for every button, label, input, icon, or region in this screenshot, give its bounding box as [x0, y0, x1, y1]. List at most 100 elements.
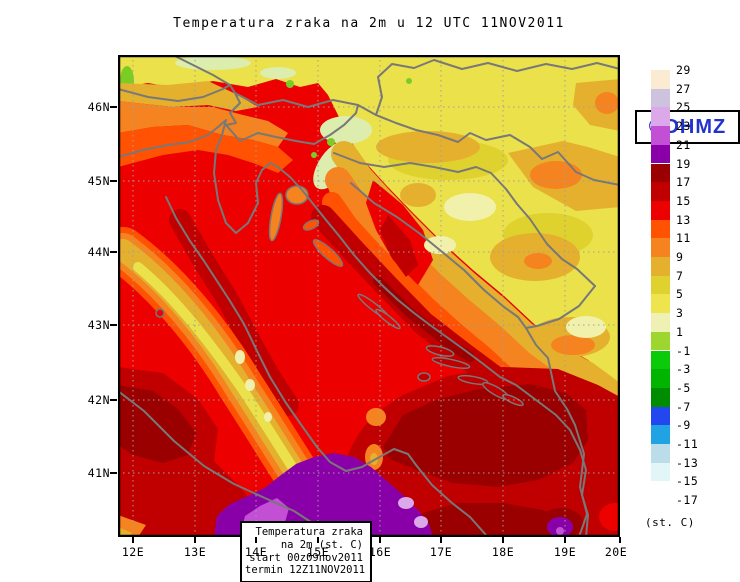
fill-apennine-paleyellow	[235, 350, 245, 364]
fill-apennine-paleyellow	[264, 412, 272, 422]
island	[155, 308, 165, 318]
info-box-line: Temperatura zraka	[255, 526, 363, 538]
fill-apennine-lightorchid	[398, 497, 414, 509]
colorbar-swatch	[651, 219, 670, 239]
y-axis-label: 45N	[87, 174, 110, 188]
colorbar-tick-label: 19	[676, 156, 691, 171]
colorbar-tick-label: -1	[676, 343, 691, 358]
coastline-italy-adriatic	[165, 196, 487, 536]
border-alps	[118, 84, 231, 102]
x-axis-tick	[502, 537, 504, 543]
fill-green-spot	[286, 80, 294, 88]
colorbar-tick-label: 1	[676, 324, 684, 339]
fill-se-orchid-dot	[556, 527, 564, 535]
colorbar-tick-label: 17	[676, 175, 691, 190]
colorbar-tick-label: -11	[676, 437, 699, 451]
fill-orange-core	[595, 92, 619, 114]
fill-palegreen-patch	[175, 56, 251, 70]
x-axis-tick	[619, 537, 621, 543]
colorbar-swatch	[651, 350, 670, 370]
fill-sw-gold-corner	[118, 527, 132, 537]
island	[268, 192, 284, 242]
fill-apennine-paleyellow	[245, 379, 255, 391]
coastline-adriatic-east	[118, 119, 589, 537]
islands-group	[155, 185, 524, 407]
page-title: Temperatura zraka na 2m u 12 UTC 11NOV20…	[173, 16, 565, 31]
x-axis-tick	[440, 537, 442, 543]
country-borders	[118, 55, 620, 537]
x-axis-tick	[379, 537, 381, 543]
colorbar-swatch	[651, 182, 670, 201]
colorbar-swatch	[651, 126, 670, 145]
x-axis-tick	[564, 537, 566, 543]
info-box-line: na 2m (st. C)	[280, 538, 363, 551]
colorbar-unit-label: (st. C)	[645, 516, 695, 529]
island	[425, 345, 455, 357]
fill-gargano-orange	[366, 408, 386, 426]
info-box-line: termin 12Z11NOV2011	[245, 564, 366, 577]
colorbar-tick-label: -7	[676, 399, 691, 414]
y-axis-tick	[110, 324, 117, 326]
fill-south-maroon	[383, 384, 588, 487]
colorbar-tick-label: 21	[676, 137, 691, 152]
colorbar-swatch	[651, 163, 670, 183]
colorbar-swatch	[651, 369, 670, 388]
x-axis-label: 12E	[121, 545, 145, 559]
colorbar-swatch	[651, 331, 670, 351]
colorbar-swatch	[651, 481, 670, 501]
colorbar-swatch	[651, 294, 670, 314]
x-axis-tick	[255, 537, 257, 543]
fill-green-spot	[327, 138, 335, 146]
fill-palegreen-patch	[320, 116, 372, 144]
colorbar-swatch	[651, 313, 670, 332]
border-slovenia-north	[234, 92, 620, 186]
x-axis-tick	[194, 537, 196, 543]
graticule	[118, 55, 620, 537]
y-axis-tick	[110, 180, 117, 182]
island	[302, 219, 320, 231]
y-axis-tick	[110, 251, 117, 253]
temperature-map	[118, 55, 620, 537]
colorbar-tick-label: 13	[676, 212, 691, 227]
fill-gold-blob	[400, 183, 436, 207]
fill-palegreen-patch	[260, 67, 296, 79]
colorbar-swatch	[651, 200, 670, 220]
colorbar-swatch	[651, 387, 670, 407]
colorbar-tick-label: 29	[676, 63, 691, 77]
colorbar-swatch	[651, 70, 670, 89]
colorbar-swatch	[651, 444, 670, 463]
colorbar-tick-label: -15	[676, 474, 699, 489]
x-axis-label: 13E	[183, 545, 207, 559]
colorbar-swatch	[651, 88, 670, 108]
fill-green-spot	[311, 152, 317, 158]
colorbar-swatch	[651, 107, 670, 127]
fill-orange-core	[524, 253, 552, 269]
colorbar-tick-label: -17	[676, 493, 699, 508]
border-bosnia-east	[525, 285, 596, 537]
x-axis-label: 16E	[368, 545, 392, 559]
info-box: Temperatura zraka na 2m (st. C) start 00z0…	[240, 521, 372, 582]
x-axis-tick	[317, 537, 319, 543]
colorbar-tick-label: 9	[676, 250, 684, 264]
colorbar-tick-label: 7	[676, 268, 684, 283]
colorbar-swatch	[651, 462, 670, 482]
colorbar-tick-label: 3	[676, 306, 684, 321]
island	[285, 185, 309, 205]
info-box-line: start 00z09nov2011	[249, 551, 363, 564]
fill-apennine-lightorchid	[414, 516, 428, 528]
y-axis-tick	[110, 106, 117, 108]
y-axis-label: 43N	[87, 318, 110, 332]
island	[375, 308, 401, 330]
colorbar-tick-label: 25	[676, 100, 691, 115]
y-axis-label: 44N	[87, 245, 110, 259]
fill-nw-orange-band	[118, 101, 288, 147]
fill-paleyellow-patch	[424, 236, 456, 254]
fill-bottom-maroon-band	[418, 503, 576, 537]
colorbar-tick-label: -9	[676, 418, 691, 433]
x-axis-tick	[132, 537, 134, 543]
border-hungary-north	[375, 59, 620, 116]
colorbar-swatch	[651, 425, 670, 444]
colorbar-swatch	[651, 144, 670, 164]
fill-apennine-yellow	[133, 262, 311, 494]
